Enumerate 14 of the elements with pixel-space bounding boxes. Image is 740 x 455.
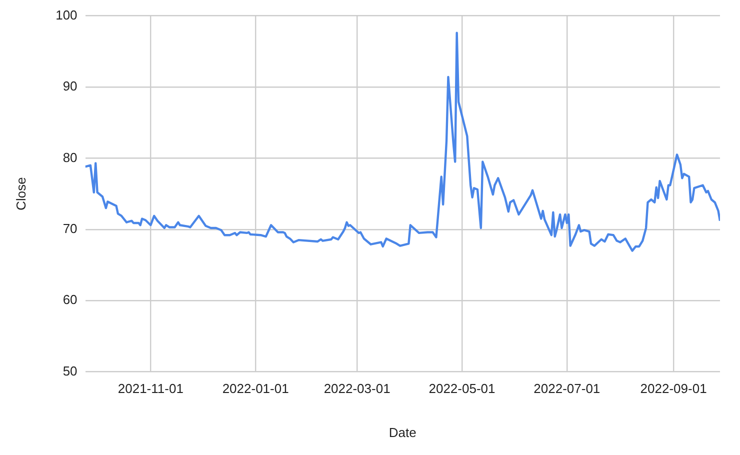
x-tick-label: 2021-11-01 xyxy=(118,381,184,396)
y-tick-label: 70 xyxy=(62,220,78,236)
x-axis-title: Date xyxy=(388,424,416,440)
x-tick-label: 2022-01-01 xyxy=(222,381,289,396)
x-tick-label: 2022-07-01 xyxy=(534,381,600,396)
y-tick-label: 100 xyxy=(56,7,78,22)
x-tick-label: 2022-05-01 xyxy=(428,381,496,396)
x-tick-label: 2022-09-01 xyxy=(640,381,707,396)
y-tick-label: 50 xyxy=(62,363,78,378)
y-axis-title: Close xyxy=(13,177,28,210)
y-tick-label: 80 xyxy=(62,150,78,165)
y-tick-label: 60 xyxy=(62,292,78,308)
y-tick-label: 90 xyxy=(62,78,78,94)
x-tick-label: 2022-03-01 xyxy=(324,381,390,396)
